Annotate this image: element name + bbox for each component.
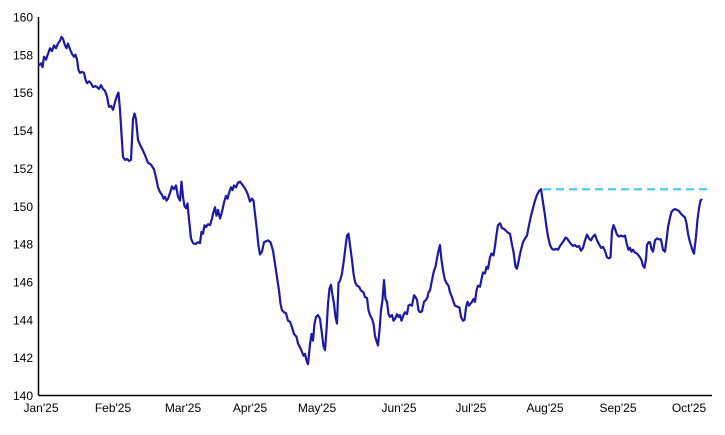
y-tick-label: 154 [13, 124, 33, 138]
x-tick-label: Apr'25 [233, 401, 268, 415]
x-tick-label: Mar'25 [165, 401, 202, 415]
y-axis-labels: 140 142 144 146 148 150 152 154 156 158 160 [13, 11, 33, 404]
x-tick-label: May'25 [298, 401, 337, 415]
price-line [37, 35, 703, 366]
y-tick-label: 146 [13, 275, 33, 289]
x-tick-label: Jan'25 [24, 401, 59, 415]
x-tick-label: Jul'25 [456, 401, 487, 415]
x-tick-label: Aug'25 [527, 401, 564, 415]
x-tick-label: Feb'25 [95, 401, 132, 415]
y-tick-label: 148 [13, 238, 33, 252]
y-tick-label: 144 [13, 313, 33, 327]
y-tick-label: 156 [13, 86, 33, 100]
x-tick-label: Jun'25 [382, 401, 417, 415]
y-tick-label: 152 [13, 162, 33, 176]
x-tick-label: Oct'25 [672, 401, 707, 415]
x-axis-labels: Jan'25 Feb'25 Mar'25 Apr'25 May'25 Jun'25 Jul'… [24, 401, 707, 415]
y-tick-label: 150 [13, 200, 33, 214]
x-tick-label: Sep'25 [600, 401, 637, 415]
y-tick-label: 160 [13, 11, 33, 25]
axes [37, 17, 712, 397]
y-tick-label: 158 [13, 48, 33, 62]
y-tick-label: 140 [13, 389, 33, 403]
y-tick-label: 142 [13, 351, 33, 365]
plot [37, 35, 707, 366]
